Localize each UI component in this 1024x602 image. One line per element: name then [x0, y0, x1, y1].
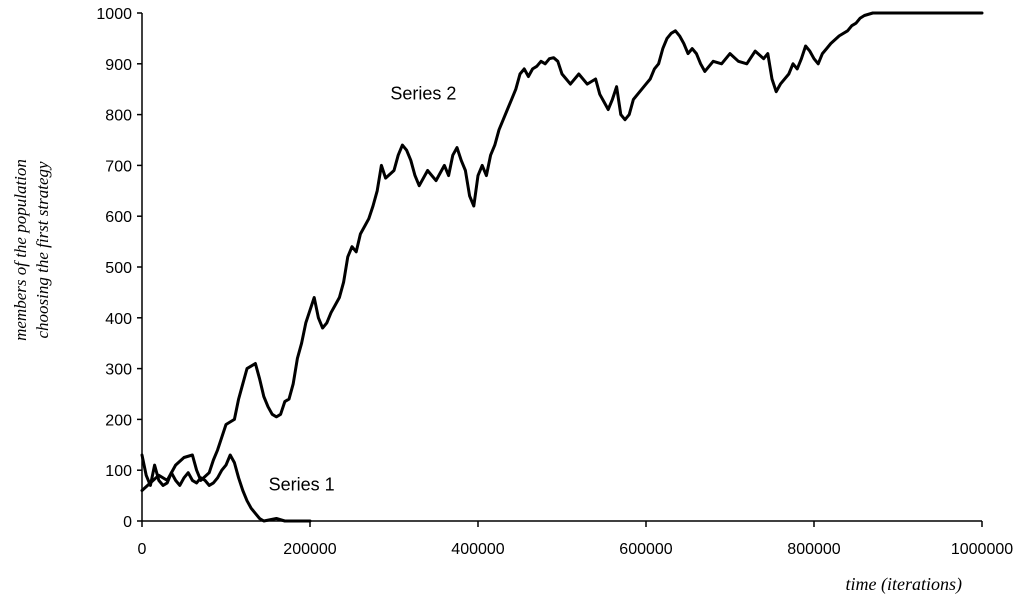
x-tick-label: 600000	[619, 541, 672, 558]
y-tick-label: 900	[105, 57, 132, 74]
x-tick-label: 800000	[787, 541, 840, 558]
y-tick-label: 500	[105, 260, 132, 277]
y-tick-label: 100	[105, 463, 132, 480]
series-2-label: Series 2	[390, 83, 456, 103]
y-tick-label: 0	[123, 514, 132, 531]
series-2-line	[140, 11, 984, 492]
y-axis-label-line-1: members of the population	[11, 159, 30, 341]
x-tick-label: 0	[138, 541, 147, 558]
x-axis-ticks: 0 200000 400000 600000 800000 1000000	[138, 521, 1013, 558]
y-axis-label-line-2: choosing the first strategy	[33, 161, 52, 339]
series-1-line	[140, 453, 312, 523]
series-layer: Series 1 Series 2	[140, 11, 984, 523]
y-tick-label: 600	[105, 209, 132, 226]
x-tick-label: 400000	[451, 541, 504, 558]
y-tick-label: 300	[105, 362, 132, 379]
y-tick-label: 1000	[96, 6, 132, 23]
x-tick-label: 1000000	[951, 541, 1013, 558]
y-tick-label: 800	[105, 108, 132, 125]
y-axis-ticks: 0 100 200 300 400 500 600 700 800 900 1000	[96, 6, 142, 531]
series-1-label: Series 1	[269, 475, 335, 495]
y-tick-label: 400	[105, 311, 132, 328]
y-tick-label: 700	[105, 158, 132, 175]
x-axis-label: time (iterations)	[846, 574, 962, 595]
y-tick-label: 200	[105, 412, 132, 429]
x-tick-label: 200000	[283, 541, 336, 558]
